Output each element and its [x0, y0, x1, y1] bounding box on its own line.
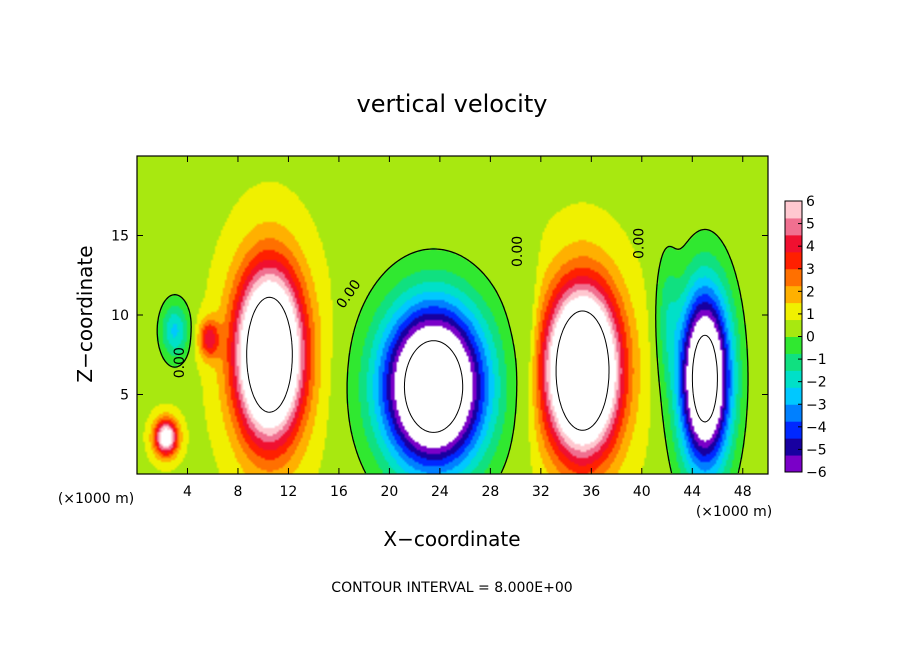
colorbar-swatch — [785, 370, 802, 388]
contour-label: 0.00 — [631, 228, 647, 259]
contour-interval-label: CONTOUR INTERVAL = 8.000E+00 — [331, 580, 572, 596]
contour-negative — [403, 334, 718, 433]
colorbar-swatch — [785, 217, 802, 236]
colorbar-tick-label: −6 — [806, 465, 827, 481]
x-tick-label: 8 — [233, 484, 242, 500]
contour-label: 0.00 — [172, 347, 188, 378]
colorbar-tick-label: −1 — [806, 352, 827, 368]
colorbar-swatch — [785, 285, 802, 304]
contour-positive — [246, 296, 610, 431]
colorbar-swatch — [785, 251, 802, 270]
colorbar-swatch — [785, 336, 802, 354]
contour-lines — [156, 228, 749, 474]
x-tick-label: 44 — [683, 484, 701, 500]
colorbar-tick-label: 0 — [806, 330, 815, 346]
colorbar-swatch — [785, 438, 802, 456]
x-unit-label-left: (×1000 m) — [58, 491, 134, 507]
x-tick-label: 24 — [431, 484, 449, 500]
x-tick-label: 12 — [280, 484, 298, 500]
velocity-field — [137, 156, 768, 474]
colorbar-swatch — [785, 268, 802, 287]
contour-label: 0.00 — [510, 236, 526, 267]
y-tick-label: 15 — [111, 229, 129, 245]
colorbar-swatch — [785, 234, 802, 253]
colorbar-tick-label: −3 — [806, 397, 827, 413]
colorbar-swatch — [785, 421, 802, 439]
x-unit-label-right: (×1000 m) — [696, 504, 772, 520]
colorbar-swatch — [785, 353, 802, 371]
colorbar-swatch — [785, 319, 802, 337]
x-tick-label: 16 — [330, 484, 348, 500]
colorbar-tick-label: −4 — [806, 420, 827, 436]
colorbar-swatch — [785, 302, 802, 321]
x-axis-ticks: 4 8 12 16 20 24 28 32 36 40 44 48 — [183, 156, 752, 500]
x-tick-label: 4 — [183, 484, 192, 500]
colorbar-swatch — [785, 455, 802, 473]
y-axis-ticks: 5 10 15 — [111, 229, 768, 404]
colorbar-swatch — [785, 201, 802, 219]
x-tick-label: 28 — [481, 484, 499, 500]
x-tick-label: 36 — [582, 484, 600, 500]
colorbar-tick-label: −5 — [806, 442, 827, 458]
contour-zero — [156, 228, 749, 474]
colorbar: 6 5 4 3 2 1 0 −1 −2 −3 −4 −5 −6 — [784, 194, 827, 481]
colorbar-tick-label: 4 — [806, 239, 815, 255]
colorbar-tick-label: −2 — [806, 375, 827, 391]
y-tick-label: 5 — [120, 388, 129, 404]
colorbar-tick-label: 1 — [806, 307, 815, 323]
chart-title: vertical velocity — [357, 90, 548, 118]
x-tick-label: 32 — [532, 484, 550, 500]
x-axis-label: X−coordinate — [383, 527, 520, 551]
colorbar-swatch — [785, 387, 802, 405]
x-tick-label: 20 — [380, 484, 398, 500]
plot-area: 0.000.000.00 0.00 — [136, 155, 769, 475]
colorbar-tick-label: 3 — [806, 262, 815, 278]
colorbar-tick-label: 5 — [806, 217, 815, 233]
x-tick-label: 48 — [734, 484, 752, 500]
colorbar-swatch — [785, 404, 802, 422]
x-tick-label: 40 — [633, 484, 651, 500]
colorbar-tick-label: 2 — [806, 284, 815, 300]
y-tick-label: 10 — [111, 308, 129, 324]
y-axis-label: Z−coordinate — [73, 245, 97, 382]
colorbar-tick-label: 6 — [806, 194, 815, 210]
